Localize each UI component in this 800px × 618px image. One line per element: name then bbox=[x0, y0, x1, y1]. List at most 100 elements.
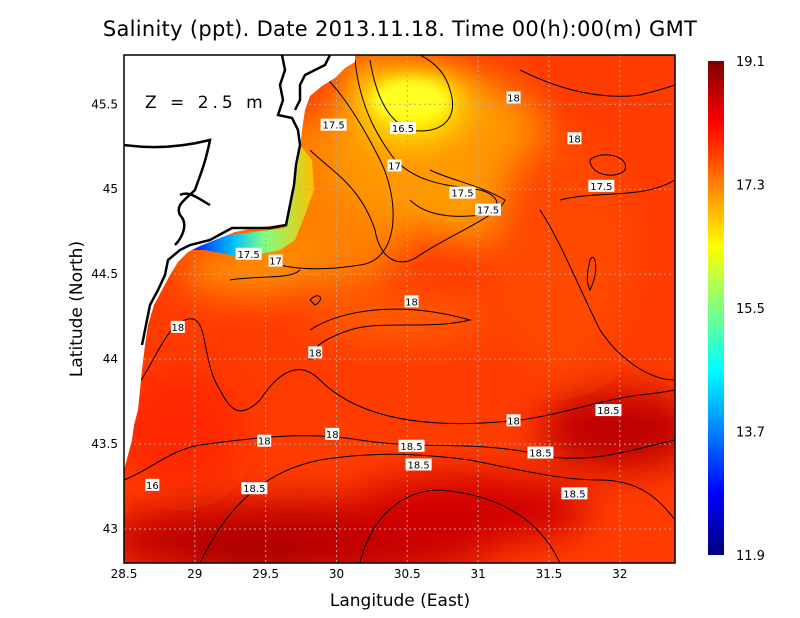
x-axis-label: Langitude (East) bbox=[330, 591, 470, 611]
contour-label: 17.5 bbox=[475, 203, 502, 217]
contour-label-bg bbox=[567, 132, 582, 145]
y-axis-label: Latitude (North) bbox=[67, 241, 87, 377]
x-tick-label: 30 bbox=[329, 567, 344, 581]
contour-label: 17.5 bbox=[449, 186, 476, 200]
depth-annotation: Z = 2.5 m bbox=[145, 93, 267, 113]
x-tick-label: 28.5 bbox=[111, 567, 138, 581]
contour-label-text: 16 bbox=[146, 481, 159, 492]
contour-label-bg bbox=[257, 434, 272, 447]
contour-label-bg bbox=[241, 482, 268, 495]
contour-label-bg bbox=[405, 458, 432, 471]
contour-lines bbox=[124, 55, 675, 563]
contour-label-bg bbox=[404, 295, 419, 308]
x-tick-label: 31 bbox=[470, 567, 485, 581]
contour-label: 16.5 bbox=[390, 122, 417, 135]
plot-area: Z = 2.5 m 18 18 17.5 16.5 17 17.5 17.5 17.5 17.5… bbox=[124, 55, 675, 563]
contour-label-bg bbox=[170, 320, 185, 333]
contour-label-bg bbox=[527, 446, 554, 459]
contour-labels: 18 18 17.5 16.5 17 17.5 17.5 17.5 17.5 17 18 18 18 18… bbox=[145, 91, 622, 500]
contour-label: 18.5 bbox=[398, 439, 425, 453]
contour-label-text: 18 bbox=[405, 297, 418, 308]
contour-label: 18 bbox=[325, 427, 340, 441]
contour-label-text: 18 bbox=[258, 437, 271, 448]
contour-label-text: 18.5 bbox=[400, 442, 422, 453]
contour-label-text: 18 bbox=[309, 348, 322, 359]
x-axis-ticks: 28.5 29 29.5 30 30.5 31 31.5 32 bbox=[111, 567, 628, 581]
contour-label-bg bbox=[308, 346, 323, 359]
contour-label: 18 bbox=[404, 295, 419, 308]
contour-label-bg bbox=[145, 478, 160, 491]
y-axis-ticks: 43 43.5 44 44.5 45 45.5 bbox=[91, 97, 118, 536]
x-tick-label: 29 bbox=[187, 567, 202, 581]
contour-label-text: 18 bbox=[568, 134, 581, 145]
contour-label-text: 17.5 bbox=[590, 182, 612, 193]
contour-label-text: 18 bbox=[326, 430, 339, 441]
x-tick-label: 32 bbox=[612, 567, 627, 581]
y-tick-label: 43 bbox=[103, 522, 118, 536]
x-tick-label: 30.5 bbox=[394, 567, 421, 581]
colorbar-tick-label: 15.5 bbox=[736, 302, 765, 317]
contour-label-text: 17.5 bbox=[477, 206, 499, 217]
x-tick-label: 31.5 bbox=[536, 567, 563, 581]
y-tick-label: 45.5 bbox=[91, 97, 118, 111]
contour-label-bg bbox=[235, 247, 262, 260]
contour-label-text: 16.5 bbox=[392, 124, 414, 135]
contour-label-text: 18.5 bbox=[529, 449, 551, 460]
coastline bbox=[124, 55, 332, 346]
contour-label-text: 18.5 bbox=[597, 406, 619, 417]
contour-label: 18.5 bbox=[405, 458, 432, 471]
contour-label: 18 bbox=[567, 132, 582, 145]
contour-label: 18 bbox=[308, 346, 323, 359]
contour-label: 18.5 bbox=[595, 404, 622, 417]
contour-label-bg bbox=[398, 439, 425, 452]
contour-label-text: 17 bbox=[388, 161, 401, 172]
colorbar-tick-label: 17.3 bbox=[736, 179, 765, 194]
contour-label-bg bbox=[387, 159, 402, 172]
contour-label-bg bbox=[390, 122, 417, 135]
chart-title: Salinity (ppt). Date 2013.11.18. Time 00… bbox=[102, 17, 698, 41]
contour-label: 18.5 bbox=[527, 446, 554, 460]
contour-label-bg bbox=[475, 203, 502, 216]
contour-label: 18 bbox=[506, 91, 521, 104]
contour-label-text: 18.5 bbox=[407, 460, 429, 471]
plot-frame bbox=[123, 54, 676, 564]
x-tick-label: 29.5 bbox=[252, 567, 279, 581]
contour-label-bg bbox=[506, 91, 521, 104]
contour-label: 18 bbox=[506, 414, 521, 427]
contour-label-bg bbox=[595, 404, 622, 417]
contour-label-text: 17.5 bbox=[238, 250, 260, 261]
contour-label-text: 18 bbox=[507, 416, 520, 427]
contour-label-bg bbox=[320, 118, 347, 131]
contour-label: 17.5 bbox=[588, 179, 615, 193]
contour-label: 17 bbox=[387, 159, 402, 172]
contour-label-text: 18.5 bbox=[243, 484, 265, 495]
contour-label: 16 bbox=[145, 478, 160, 492]
colorbar bbox=[708, 61, 724, 555]
y-tick-label: 43.5 bbox=[91, 437, 118, 451]
contour-label-text: 18.5 bbox=[563, 489, 585, 500]
contour-label-text: 18 bbox=[171, 323, 184, 334]
contour-label: 18.5 bbox=[561, 487, 588, 500]
colorbar-tick-label: 19.1 bbox=[736, 55, 765, 70]
contour-label-bg bbox=[325, 427, 340, 440]
contour-label: 18.5 bbox=[241, 482, 268, 495]
contour-label-text: 17 bbox=[269, 257, 282, 268]
colorbar-tick-label: 11.9 bbox=[736, 549, 765, 564]
contour-label-bg bbox=[561, 487, 588, 500]
contour-label: 18 bbox=[257, 434, 272, 448]
contour-label-bg bbox=[506, 414, 521, 427]
contour-label: 18 bbox=[170, 320, 185, 334]
contour-label-bg bbox=[449, 186, 476, 199]
contour-label: 17.5 bbox=[320, 118, 347, 132]
contour-label: 17.5 bbox=[235, 247, 262, 261]
contour-label-bg bbox=[268, 254, 283, 267]
y-tick-label: 44.5 bbox=[91, 267, 118, 281]
colorbar-ticks: 19.1 17.3 15.5 13.7 11.9 bbox=[736, 55, 765, 564]
y-tick-label: 45 bbox=[103, 182, 118, 196]
colorbar-tick-label: 13.7 bbox=[736, 426, 765, 441]
contour-label-bg bbox=[588, 179, 615, 192]
contour-label-text: 17.5 bbox=[451, 189, 473, 200]
contour-label-text: 18 bbox=[507, 93, 520, 104]
contour-label-text: 17.5 bbox=[323, 121, 345, 132]
